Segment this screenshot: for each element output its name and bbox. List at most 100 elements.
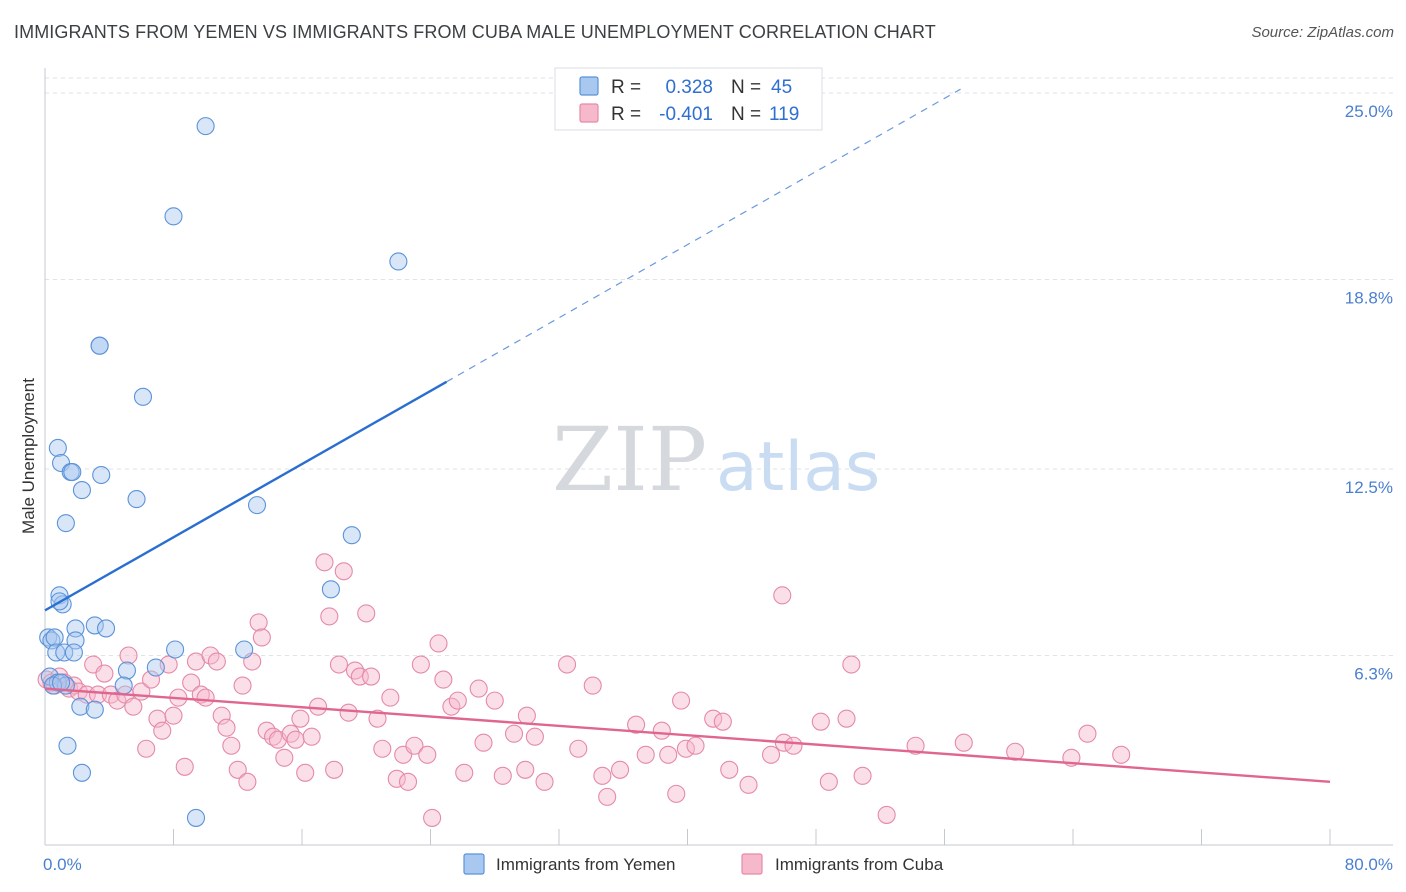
cuba-point bbox=[598, 787, 617, 806]
cuba-point bbox=[525, 727, 544, 746]
cuba-point bbox=[249, 613, 268, 632]
cuba-point bbox=[672, 691, 691, 710]
yemen-point bbox=[342, 526, 361, 545]
cuba-point bbox=[819, 772, 838, 791]
cuba-point bbox=[429, 634, 448, 653]
legend-label-cuba: Immigrants from Cuba bbox=[775, 855, 944, 874]
cuba-point bbox=[252, 628, 271, 647]
cuba-point bbox=[233, 676, 252, 695]
cuba-point bbox=[124, 697, 143, 716]
yemen-point bbox=[58, 736, 77, 755]
stats-swatch-yemen bbox=[579, 76, 599, 96]
cuba-point bbox=[842, 655, 861, 674]
cuba-point bbox=[811, 712, 830, 731]
stats-n-value-yemen: 45 bbox=[771, 77, 792, 98]
cuba-point bbox=[652, 721, 671, 740]
x-tick-label-min: 0.0% bbox=[43, 855, 82, 874]
yemen-point bbox=[389, 252, 408, 271]
cuba-point bbox=[557, 655, 577, 674]
yemen-point bbox=[72, 763, 91, 782]
yemen-trend-extension bbox=[446, 88, 961, 383]
cuba-point bbox=[357, 604, 376, 623]
stats-r-value-cuba: -0.401 bbox=[659, 104, 713, 125]
y-tick-label: 18.8% bbox=[1345, 289, 1393, 308]
cuba-point bbox=[434, 670, 453, 689]
yemen-point bbox=[96, 619, 116, 638]
yemen-point bbox=[133, 387, 153, 406]
legend-label-yemen: Immigrants from Yemen bbox=[496, 855, 676, 874]
cuba-point bbox=[387, 769, 406, 788]
cuba-point bbox=[448, 691, 467, 710]
cuba-point bbox=[275, 748, 294, 767]
yemen-point bbox=[92, 465, 111, 485]
cuba-point bbox=[153, 721, 172, 740]
yemen-point bbox=[127, 490, 146, 509]
yemen-point bbox=[196, 117, 215, 136]
cuba-point bbox=[228, 760, 247, 779]
yemen-point bbox=[164, 207, 183, 226]
yemen-point bbox=[64, 643, 83, 662]
yemen-point bbox=[186, 808, 206, 827]
cuba-point bbox=[88, 685, 108, 704]
yemen-point bbox=[56, 514, 75, 533]
cuba-points bbox=[37, 553, 1131, 827]
yemen-point bbox=[321, 580, 340, 599]
cuba-point bbox=[302, 727, 321, 746]
source-label: Source: ZipAtlas.com bbox=[1251, 24, 1394, 41]
yemen-point bbox=[114, 676, 133, 695]
yemen-point bbox=[85, 700, 104, 719]
cuba-point bbox=[1112, 745, 1131, 764]
cuba-point bbox=[1078, 724, 1097, 743]
cuba-point bbox=[339, 703, 358, 722]
cuba-point bbox=[659, 745, 678, 764]
cuba-point bbox=[196, 688, 215, 707]
cuba-point bbox=[485, 691, 504, 710]
cuba-point bbox=[610, 760, 630, 779]
stats-box: R = 0.328 N = 45 R = -0.401 N = 119 bbox=[554, 67, 823, 131]
cuba-point bbox=[474, 733, 493, 752]
cuba-point bbox=[212, 706, 231, 725]
cuba-point bbox=[853, 766, 872, 785]
cuba-point bbox=[281, 724, 300, 743]
yemen-point bbox=[55, 643, 74, 662]
cuba-point bbox=[373, 739, 392, 758]
cuba-point bbox=[455, 763, 474, 782]
yemen-trend-line bbox=[44, 380, 448, 612]
yemen-point bbox=[48, 438, 67, 458]
stats-r-label-cuba: R = bbox=[611, 104, 641, 125]
cuba-point bbox=[325, 760, 344, 779]
cuba-point bbox=[954, 733, 973, 752]
cuba-point bbox=[217, 718, 236, 737]
yemen-point bbox=[85, 616, 104, 635]
cuba-point bbox=[517, 706, 536, 725]
yemen-point bbox=[71, 697, 90, 716]
cuba-point bbox=[535, 772, 554, 791]
cuba-point bbox=[207, 652, 226, 671]
cuba-point bbox=[713, 712, 732, 731]
cuba-point bbox=[398, 772, 418, 791]
cuba-point bbox=[296, 763, 315, 782]
stats-r-label-yemen: R = bbox=[611, 77, 641, 98]
watermark: ZIP atlas bbox=[552, 408, 880, 511]
cuba-point bbox=[137, 739, 156, 758]
cuba-point bbox=[320, 607, 339, 626]
chart-title: IMMIGRANTS FROM YEMEN VS IMMIGRANTS FROM… bbox=[14, 22, 936, 42]
gridlines bbox=[45, 77, 1393, 657]
stats-n-label-yemen: N = bbox=[731, 77, 761, 98]
cuba-point bbox=[469, 679, 488, 698]
yemen-point bbox=[166, 640, 185, 659]
stats-swatch-cuba bbox=[579, 103, 599, 123]
cuba-point bbox=[50, 667, 69, 686]
y-tick-label: 25.0% bbox=[1345, 102, 1393, 121]
y-axis-title: Male Unemployment bbox=[19, 378, 38, 534]
legend-swatch-cuba bbox=[741, 853, 763, 875]
cuba-point bbox=[345, 661, 365, 680]
cuba-point bbox=[381, 688, 400, 707]
yemen-points bbox=[39, 117, 408, 827]
cuba-point bbox=[720, 760, 739, 779]
stats-r-value-yemen: 0.328 bbox=[665, 77, 713, 98]
watermark-atlas: atlas bbox=[716, 428, 880, 507]
trend-lines bbox=[44, 88, 1331, 784]
yemen-point bbox=[39, 628, 58, 647]
y-tick-labels: 6.3% 12.5% 18.8% 25.0% bbox=[1345, 102, 1393, 683]
